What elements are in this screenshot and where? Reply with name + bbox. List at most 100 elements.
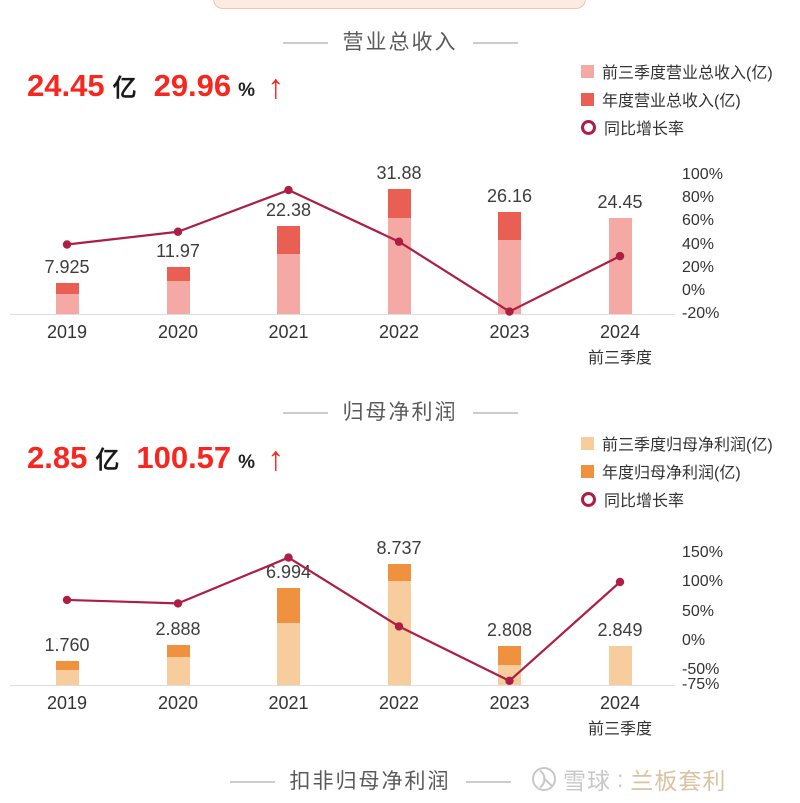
growth-point: [615, 577, 625, 587]
right-axis-tick: 60%: [682, 212, 715, 230]
bar-annual: [166, 267, 190, 281]
net-profit-stat-value: 2.85: [27, 440, 88, 475]
right-axis-tick: 100%: [682, 573, 723, 591]
x-axis-label: 2020: [157, 693, 199, 713]
right-axis-tick: 0%: [682, 281, 706, 299]
x-axis-label: 2022: [378, 693, 420, 713]
legend-ring-icon: [581, 491, 596, 507]
bar-value-label: 31.88: [376, 163, 422, 184]
growth-point: [505, 307, 514, 316]
revenue-title-text: 营业总收入: [342, 31, 458, 54]
legend-swatch-dark-icon: [581, 464, 594, 478]
legend-item-q3-net-profit: 前三季度归母净利润(亿): [581, 434, 773, 454]
bar-first-three-quarters: [608, 645, 632, 685]
title-dash: [229, 781, 275, 783]
bar-annual: [498, 211, 521, 241]
legend-label: 年度营业总收入(亿): [602, 93, 741, 110]
net-profit-stat: 2.85 亿 100.57 % ↑: [27, 438, 285, 478]
revenue-stat-unit: 亿: [112, 75, 137, 102]
legend-label: 前三季度归母净利润(亿): [602, 437, 773, 454]
watermark-author: 兰板套利: [630, 768, 727, 794]
x-axis-label: 2023: [489, 693, 530, 713]
revenue-section-title: 营业总收入: [0, 32, 800, 54]
net-profit-legend: 前三季度归母净利润(亿) 年度归母净利润(亿) 同比增长率: [581, 434, 773, 510]
right-axis-tick: 80%: [682, 189, 715, 207]
growth-point: [173, 227, 183, 236]
bar-value-label: 24.45: [597, 192, 643, 213]
right-axis-tick: 0%: [682, 632, 706, 649]
right-axis-tick: 100%: [682, 166, 723, 183]
bar-value-label: 2.808: [486, 620, 533, 641]
title-dash: [472, 412, 518, 414]
bar-annual: [277, 588, 300, 623]
legend-swatch-light-icon: [581, 436, 594, 450]
bar-value-label: 2.849: [597, 619, 643, 640]
bar-value-label: 11.97: [156, 241, 200, 262]
bar-first-three-quarters: [55, 669, 79, 685]
bar-first-three-quarters: [498, 240, 521, 314]
watermark: 雪球: 兰板套利: [531, 762, 726, 796]
bar-annual: [498, 646, 521, 666]
title-dash: [282, 412, 328, 414]
legend-label: 前三季度营业总收入(亿): [602, 65, 773, 82]
bar-annual: [277, 226, 300, 255]
bar-first-three-quarters: [387, 581, 411, 685]
up-arrow-icon: ↑: [267, 68, 285, 106]
bar-annual: [55, 283, 79, 295]
legend-item-yoy-growth: 同比增长率: [581, 490, 773, 510]
bar-first-three-quarters: [277, 254, 300, 314]
legend-item-annual-net-profit: 年度归母净利润(亿): [581, 462, 773, 482]
xueqiu-logo-icon: [532, 767, 556, 791]
non-gaap-section-title: 扣非归母净利润: [0, 771, 740, 793]
legend-item-yoy-growth: 同比增长率: [581, 118, 773, 138]
bar-first-three-quarters: [166, 656, 190, 685]
x-axis-label: 2022: [378, 322, 420, 342]
growth-point: [615, 251, 625, 261]
growth-point: [62, 595, 72, 605]
net-profit-title-text: 归母净利润: [342, 401, 458, 424]
net-profit-section-title: 归母净利润: [0, 402, 800, 424]
header-card-partial: [213, 0, 586, 9]
watermark-separator: :: [617, 765, 625, 792]
legend-swatch-dark-icon: [581, 92, 594, 106]
bar-annual: [55, 660, 79, 670]
net-profit-stat-growth: 100.57: [136, 440, 232, 475]
x-axis-sublabel: 前三季度: [587, 721, 652, 738]
x-axis-label: 2019: [46, 693, 88, 713]
legend-ring-icon: [581, 119, 596, 135]
legend-label: 同比增长率: [604, 493, 685, 510]
x-axis-label: 2024: [599, 693, 641, 713]
legend-swatch-light-icon: [581, 64, 594, 78]
non-gaap-title-text: 扣非归母净利润: [289, 770, 451, 793]
x-axis-sublabel: 前三季度: [587, 350, 652, 367]
bar-first-three-quarters: [55, 294, 79, 314]
bar-value-label: 2.888: [155, 619, 201, 639]
bar-value-label: 1.760: [44, 634, 90, 655]
revenue-legend: 前三季度营业总收入(亿) 年度营业总收入(亿) 同比增长率: [581, 62, 773, 138]
x-axis-line: [10, 685, 675, 686]
growth-point: [284, 185, 293, 195]
right-axis-tick: 20%: [682, 258, 715, 276]
bar-first-three-quarters: [608, 218, 632, 314]
growth-point: [173, 599, 183, 608]
x-axis-label: 2024: [599, 322, 641, 342]
bar-value-label: 22.38: [265, 200, 312, 221]
x-axis-label: 2023: [489, 322, 530, 342]
bar-value-label: 26.16: [486, 185, 533, 206]
bar-value-label: 8.737: [376, 537, 422, 558]
right-axis-tick: 40%: [682, 235, 715, 253]
bar-first-three-quarters: [498, 665, 521, 685]
revenue-stat-percent-sign: %: [238, 80, 256, 101]
x-axis-label: 2021: [268, 322, 309, 342]
right-axis-tick: 50%: [682, 602, 715, 620]
x-axis-label: 2019: [46, 322, 88, 342]
x-axis-line: [10, 314, 675, 315]
revenue-stat-growth: 29.96: [153, 68, 232, 103]
up-arrow-icon: ↑: [267, 440, 285, 478]
watermark-site: 雪球: [563, 768, 611, 794]
growth-point: [284, 553, 293, 562]
growth-point: [394, 237, 404, 246]
bar-annual: [387, 189, 411, 219]
right-axis-tick: -75%: [682, 676, 720, 693]
